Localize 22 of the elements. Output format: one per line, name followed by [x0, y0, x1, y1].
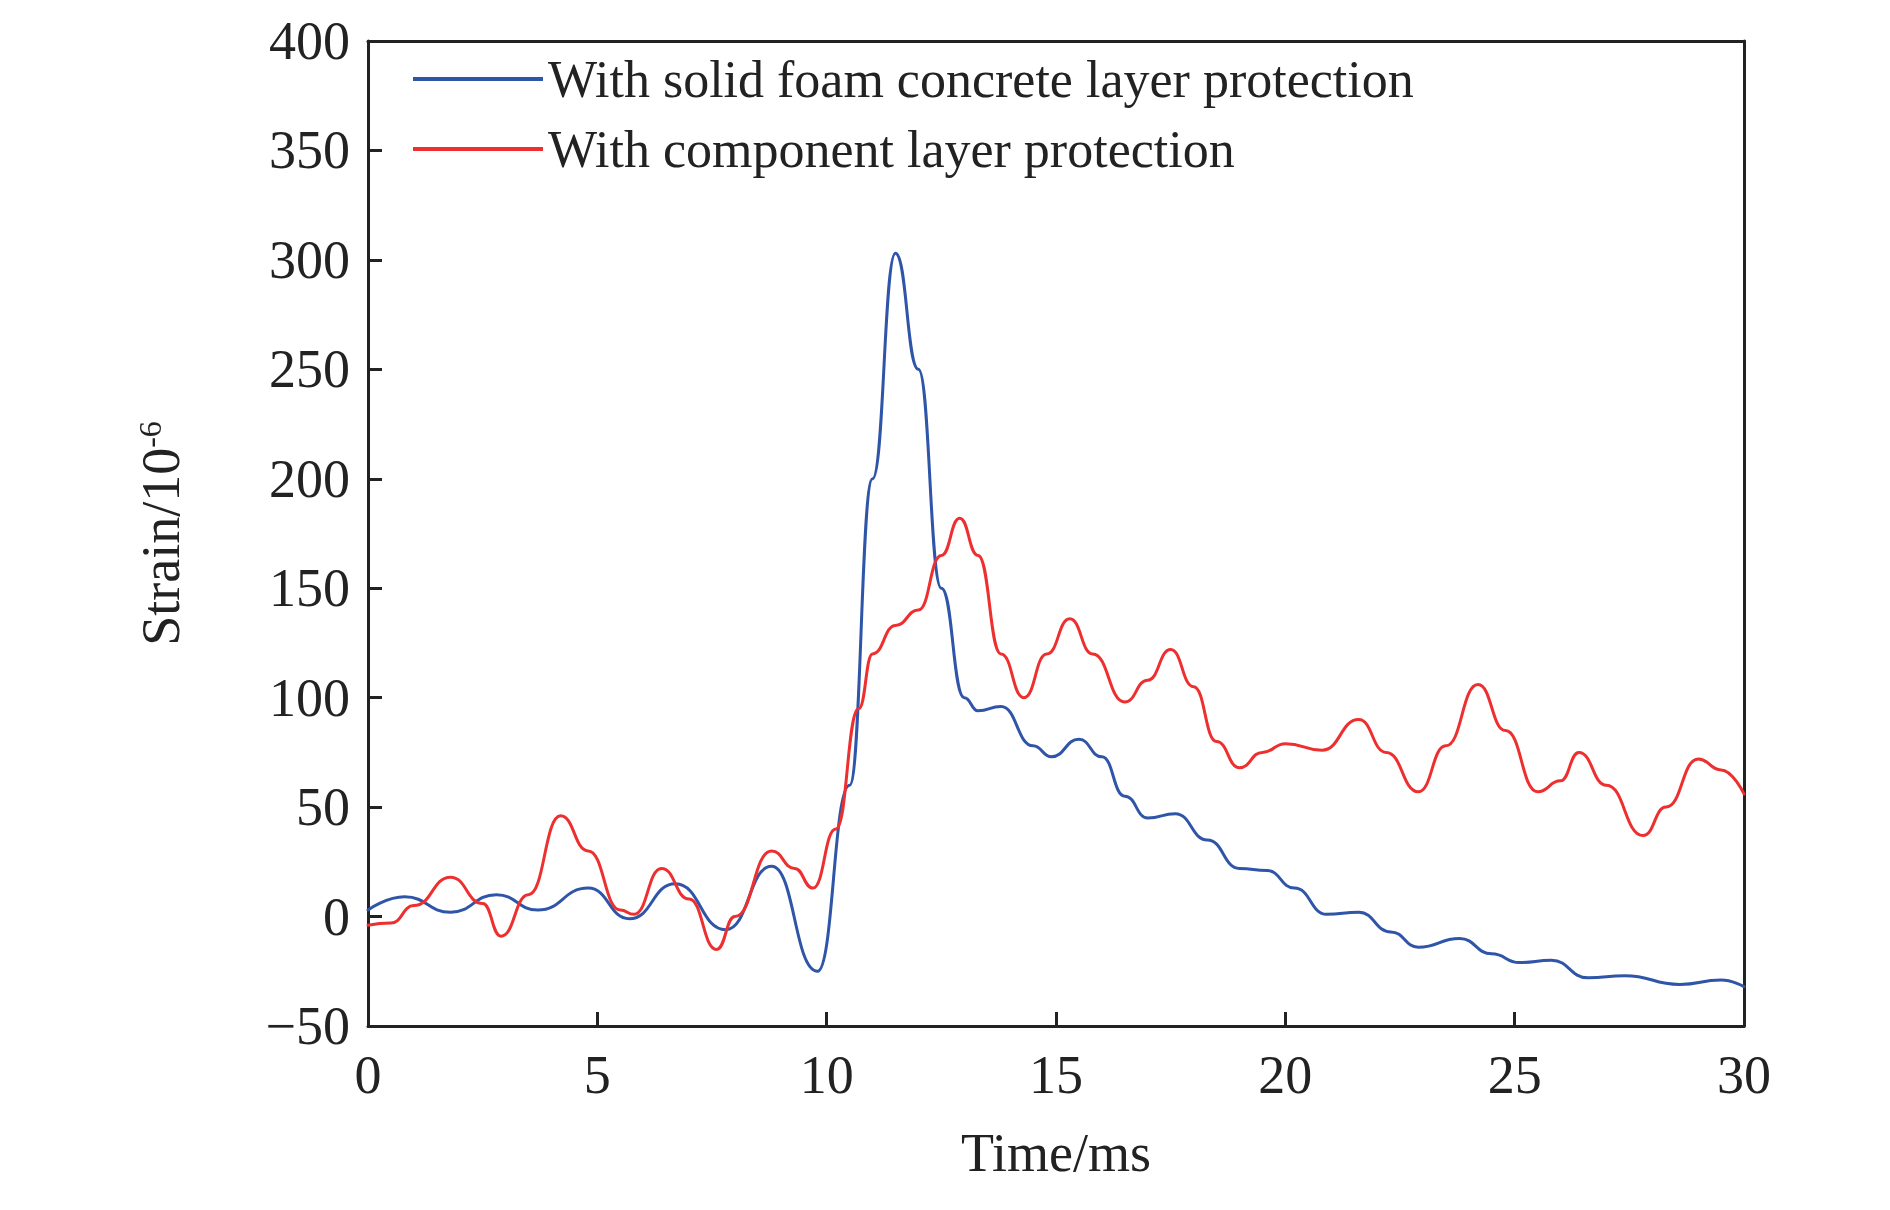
y-tick-label: 350: [269, 120, 350, 181]
y-tick-label: 400: [269, 11, 350, 71]
y-tick-label: 300: [269, 229, 350, 290]
legend-label: With solid foam concrete layer protection: [548, 50, 1414, 108]
y-tick-label: 0: [323, 886, 350, 947]
x-tick-label: 25: [1487, 1045, 1542, 1105]
x-tick-label: 15: [1029, 1045, 1083, 1105]
x-axis-title: Time/ms: [960, 1123, 1152, 1183]
y-tick-label: 150: [269, 558, 350, 619]
line-series: [366, 516, 1746, 951]
y-axis-title: Strain/10-6: [131, 421, 191, 646]
y-tick-label: 200: [269, 448, 350, 509]
x-tick-label: 30: [1717, 1045, 1771, 1105]
y-tick-label: 100: [269, 667, 350, 728]
line-series: [366, 251, 1746, 989]
x-tick-label: 5: [583, 1045, 611, 1105]
x-tick-label: 10: [799, 1045, 854, 1105]
y-tick-label: −50: [265, 996, 350, 1056]
y-tick-label: 250: [269, 339, 350, 400]
legend-label: With component layer protection: [548, 120, 1235, 178]
x-tick-label: 20: [1258, 1045, 1313, 1105]
y-tick-label: 50: [296, 777, 350, 838]
